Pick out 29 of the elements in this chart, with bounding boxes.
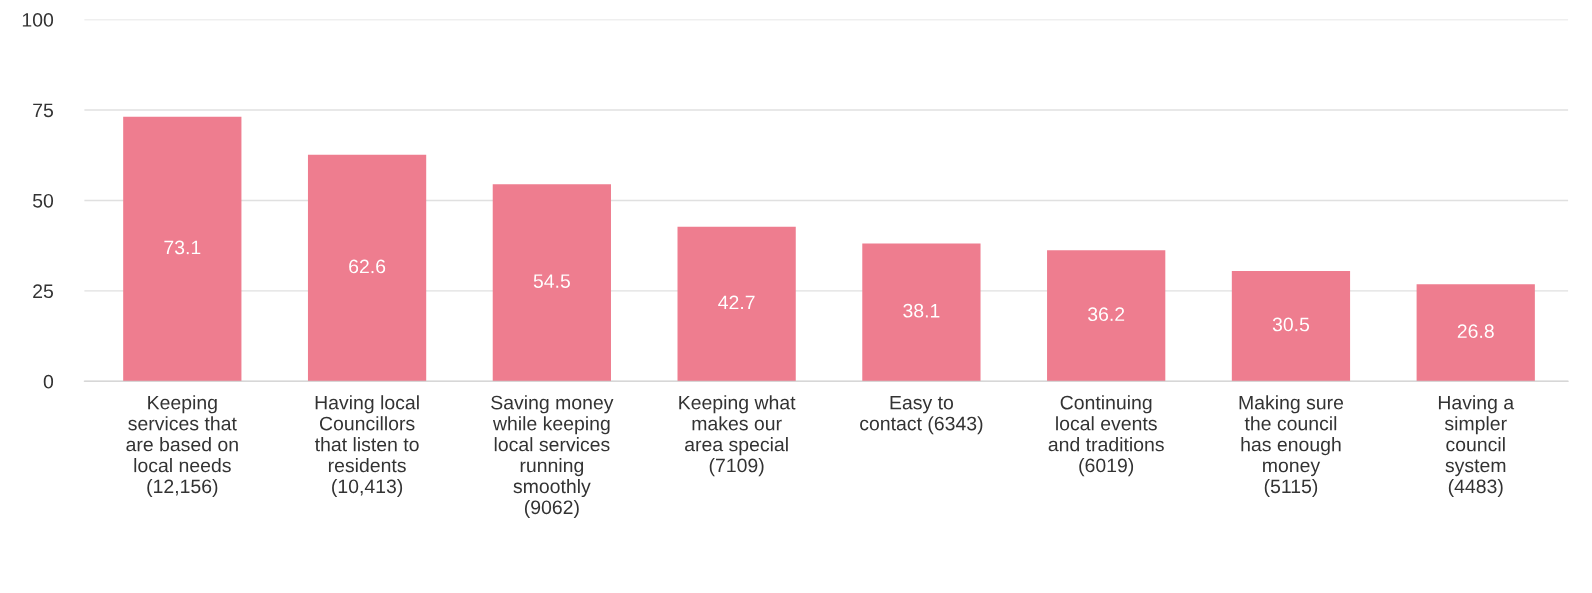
bar xyxy=(307,154,427,382)
data-label: 54.5 xyxy=(533,274,570,288)
data-label: 26.8 xyxy=(1457,324,1494,339)
x-tick-label: Having local Councillors that listen to residents (10,413) xyxy=(314,395,419,498)
x-tick-label: Saving money while keeping local services running smoothly (9062) xyxy=(491,395,614,519)
data-label: 42.7 xyxy=(718,295,755,310)
data-label: 62.6 xyxy=(349,259,386,274)
bar xyxy=(1416,284,1535,382)
bar xyxy=(862,243,981,382)
x-tick-label: Having a simpler council system (4483) xyxy=(1438,395,1515,498)
bar xyxy=(492,184,611,382)
data-label: 38.1 xyxy=(903,303,940,318)
x-tick-label: Making sure the council has enough money (5115) xyxy=(1239,395,1344,498)
y-tick-label: 100 xyxy=(22,13,54,27)
x-tick-label: Easy to contact (6343) xyxy=(860,395,983,435)
bar xyxy=(123,116,242,382)
y-tick-label: 50 xyxy=(32,193,54,208)
x-tick-label: Keeping what makes our area special (7109) xyxy=(679,395,796,477)
x-tick-label: Continuing local events and traditions (6019) xyxy=(1048,395,1164,477)
y-tick-label: 75 xyxy=(33,103,54,118)
bar xyxy=(1047,250,1166,382)
x-tick-label: Keeping services that are based on local needs (12,156) xyxy=(126,395,238,498)
bar xyxy=(1231,270,1351,382)
data-label: 36.2 xyxy=(1088,307,1125,322)
bar xyxy=(677,226,796,382)
y-tick-label: 25 xyxy=(33,284,54,299)
data-label: 73.1 xyxy=(164,240,201,255)
y-tick-label: 0 xyxy=(43,374,54,389)
data-label: 30.5 xyxy=(1272,317,1310,332)
